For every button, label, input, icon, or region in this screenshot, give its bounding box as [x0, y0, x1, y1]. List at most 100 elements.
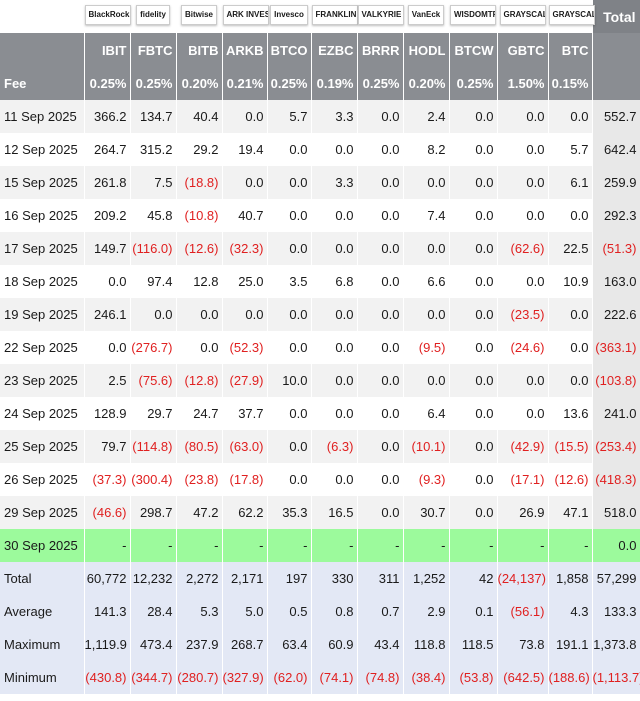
- flow-cell: 19.4: [222, 133, 268, 166]
- flow-cell: (32.3): [222, 232, 268, 265]
- ticker-row-empty: [0, 33, 85, 67]
- row-date: 19 Sep 2025: [0, 298, 85, 331]
- flow-cell: 0.0: [548, 364, 593, 397]
- table-row: 25 Sep 2025 79.7 (114.8) (80.5) (63.0) 0.0 (6.…: [0, 430, 640, 463]
- summary-cell: 311: [357, 562, 404, 595]
- row-total: (418.3): [592, 463, 640, 496]
- row-date: 25 Sep 2025: [0, 430, 85, 463]
- summary-cell: 73.8: [497, 628, 549, 661]
- summary-cell: (62.0): [267, 661, 312, 694]
- summary-cell: 0.7: [357, 595, 404, 628]
- flow-cell: 3.3: [311, 100, 358, 133]
- flow-cell: -: [403, 529, 450, 562]
- flow-cell: (116.0): [130, 232, 177, 265]
- row-total: 222.6: [592, 298, 640, 331]
- issuer-logo: VanEck: [407, 5, 445, 25]
- ticker-gbtc: GBTC: [497, 33, 549, 67]
- summary-cell: 0.8: [311, 595, 358, 628]
- flow-cell: 8.2: [403, 133, 450, 166]
- summary-cell: 2,272: [176, 562, 223, 595]
- summary-row-average: Average 141.3 28.4 5.3 5.0 0.5 0.8 0.7 2.9 0.1 (56…: [0, 595, 640, 628]
- row-total: 518.0: [592, 496, 640, 529]
- summary-cell: (642.5): [497, 661, 549, 694]
- flow-cell: 0.0: [267, 430, 312, 463]
- table-row: 22 Sep 2025 0.0 (276.7) 0.0 (52.3) 0.0 0.0 0.0(…: [0, 331, 640, 364]
- summary-row-total: Total 60,772 12,232 2,272 2,171 197 330 311 1,25…: [0, 562, 640, 595]
- flow-cell: 0.0: [497, 166, 549, 199]
- flow-cell: 0.0: [449, 364, 498, 397]
- fee-total-empty: [592, 67, 640, 100]
- issuer-logo: BlackRock: [84, 5, 131, 25]
- fee-cell: 0.15%: [548, 67, 593, 100]
- issuer-logo: VALKYRIE: [357, 5, 404, 25]
- flow-cell: 0.0: [497, 133, 549, 166]
- flow-cell: 0.0: [357, 364, 404, 397]
- flow-cell: (62.6): [497, 232, 549, 265]
- row-date: 24 Sep 2025: [0, 397, 85, 430]
- logo-cell: GRAYSCALE: [548, 0, 595, 33]
- summary-cell: 2.9: [403, 595, 450, 628]
- ticker-btco: BTCO: [267, 33, 312, 67]
- flow-cell: 2.5: [84, 364, 131, 397]
- summary-label: Minimum: [0, 661, 85, 694]
- flow-cell: (114.8): [130, 430, 177, 463]
- flow-cell: 0.0: [311, 232, 358, 265]
- flow-cell: 6.1: [548, 166, 593, 199]
- row-total: 259.9: [592, 166, 640, 199]
- flow-cell: 0.0: [403, 166, 450, 199]
- flow-cell: 0.0: [176, 298, 223, 331]
- summary-cell: 237.9: [176, 628, 223, 661]
- summary-cell: (38.4): [403, 661, 450, 694]
- flow-cell: 0.0: [449, 100, 498, 133]
- row-date: 29 Sep 2025: [0, 496, 85, 529]
- summary-label: Average: [0, 595, 85, 628]
- flow-cell: 0.0: [449, 232, 498, 265]
- flow-cell: 29.2: [176, 133, 223, 166]
- flow-cell: 0.0: [176, 331, 223, 364]
- table-row: 15 Sep 2025 261.8 7.5 (18.8) 0.0 0.0 3.3 0.0 0.0…: [0, 166, 640, 199]
- total-column-header: Total: [592, 0, 640, 33]
- summary-total: (1,113.7): [592, 661, 640, 694]
- flow-cell: (17.1): [497, 463, 549, 496]
- table-row: 23 Sep 2025 2.5 (75.6) (12.8) (27.9) 10.0 0.0 0…: [0, 364, 640, 397]
- flow-cell: -: [311, 529, 358, 562]
- summary-cell: (344.7): [130, 661, 177, 694]
- logo-cell: WISDOMTREE: [449, 0, 498, 33]
- summary-total: 57,299: [592, 562, 640, 595]
- flow-cell: 366.2: [84, 100, 131, 133]
- flow-cell: 29.7: [130, 397, 177, 430]
- flow-cell: 0.0: [222, 298, 268, 331]
- summary-cell: (24,137): [497, 562, 549, 595]
- issuer-logo: Invesco: [270, 5, 308, 25]
- flow-cell: 25.0: [222, 265, 268, 298]
- flow-cell: (63.0): [222, 430, 268, 463]
- flow-cell: 30.7: [403, 496, 450, 529]
- row-date: 12 Sep 2025: [0, 133, 85, 166]
- flow-cell: (10.1): [403, 430, 450, 463]
- flow-cell: 35.3: [267, 496, 312, 529]
- flow-cell: 0.0: [449, 199, 498, 232]
- logo-cell: BlackRock: [84, 0, 131, 33]
- flow-cell: (276.7): [130, 331, 177, 364]
- ticker-bitb: BITB: [176, 33, 223, 67]
- fee-cell: 0.25%: [267, 67, 312, 100]
- flow-cell: 0.0: [449, 265, 498, 298]
- flow-cell: 0.0: [449, 166, 498, 199]
- flow-cell: 10.0: [267, 364, 312, 397]
- flow-cell: 0.0: [403, 232, 450, 265]
- flow-cell: 5.7: [267, 100, 312, 133]
- row-date: 30 Sep 2025: [0, 529, 85, 562]
- flow-cell: 12.8: [176, 265, 223, 298]
- flow-cell: 0.0: [449, 397, 498, 430]
- flow-cell: 0.0: [449, 133, 498, 166]
- flow-cell: 0.0: [548, 331, 593, 364]
- flow-cell: -: [267, 529, 312, 562]
- flow-cell: (9.5): [403, 331, 450, 364]
- row-total: 292.3: [592, 199, 640, 232]
- flow-cell: 0.0: [357, 397, 404, 430]
- flow-cell: 40.7: [222, 199, 268, 232]
- logo-cell: Invesco: [267, 0, 312, 33]
- flow-cell: (80.5): [176, 430, 223, 463]
- flow-cell: (42.9): [497, 430, 549, 463]
